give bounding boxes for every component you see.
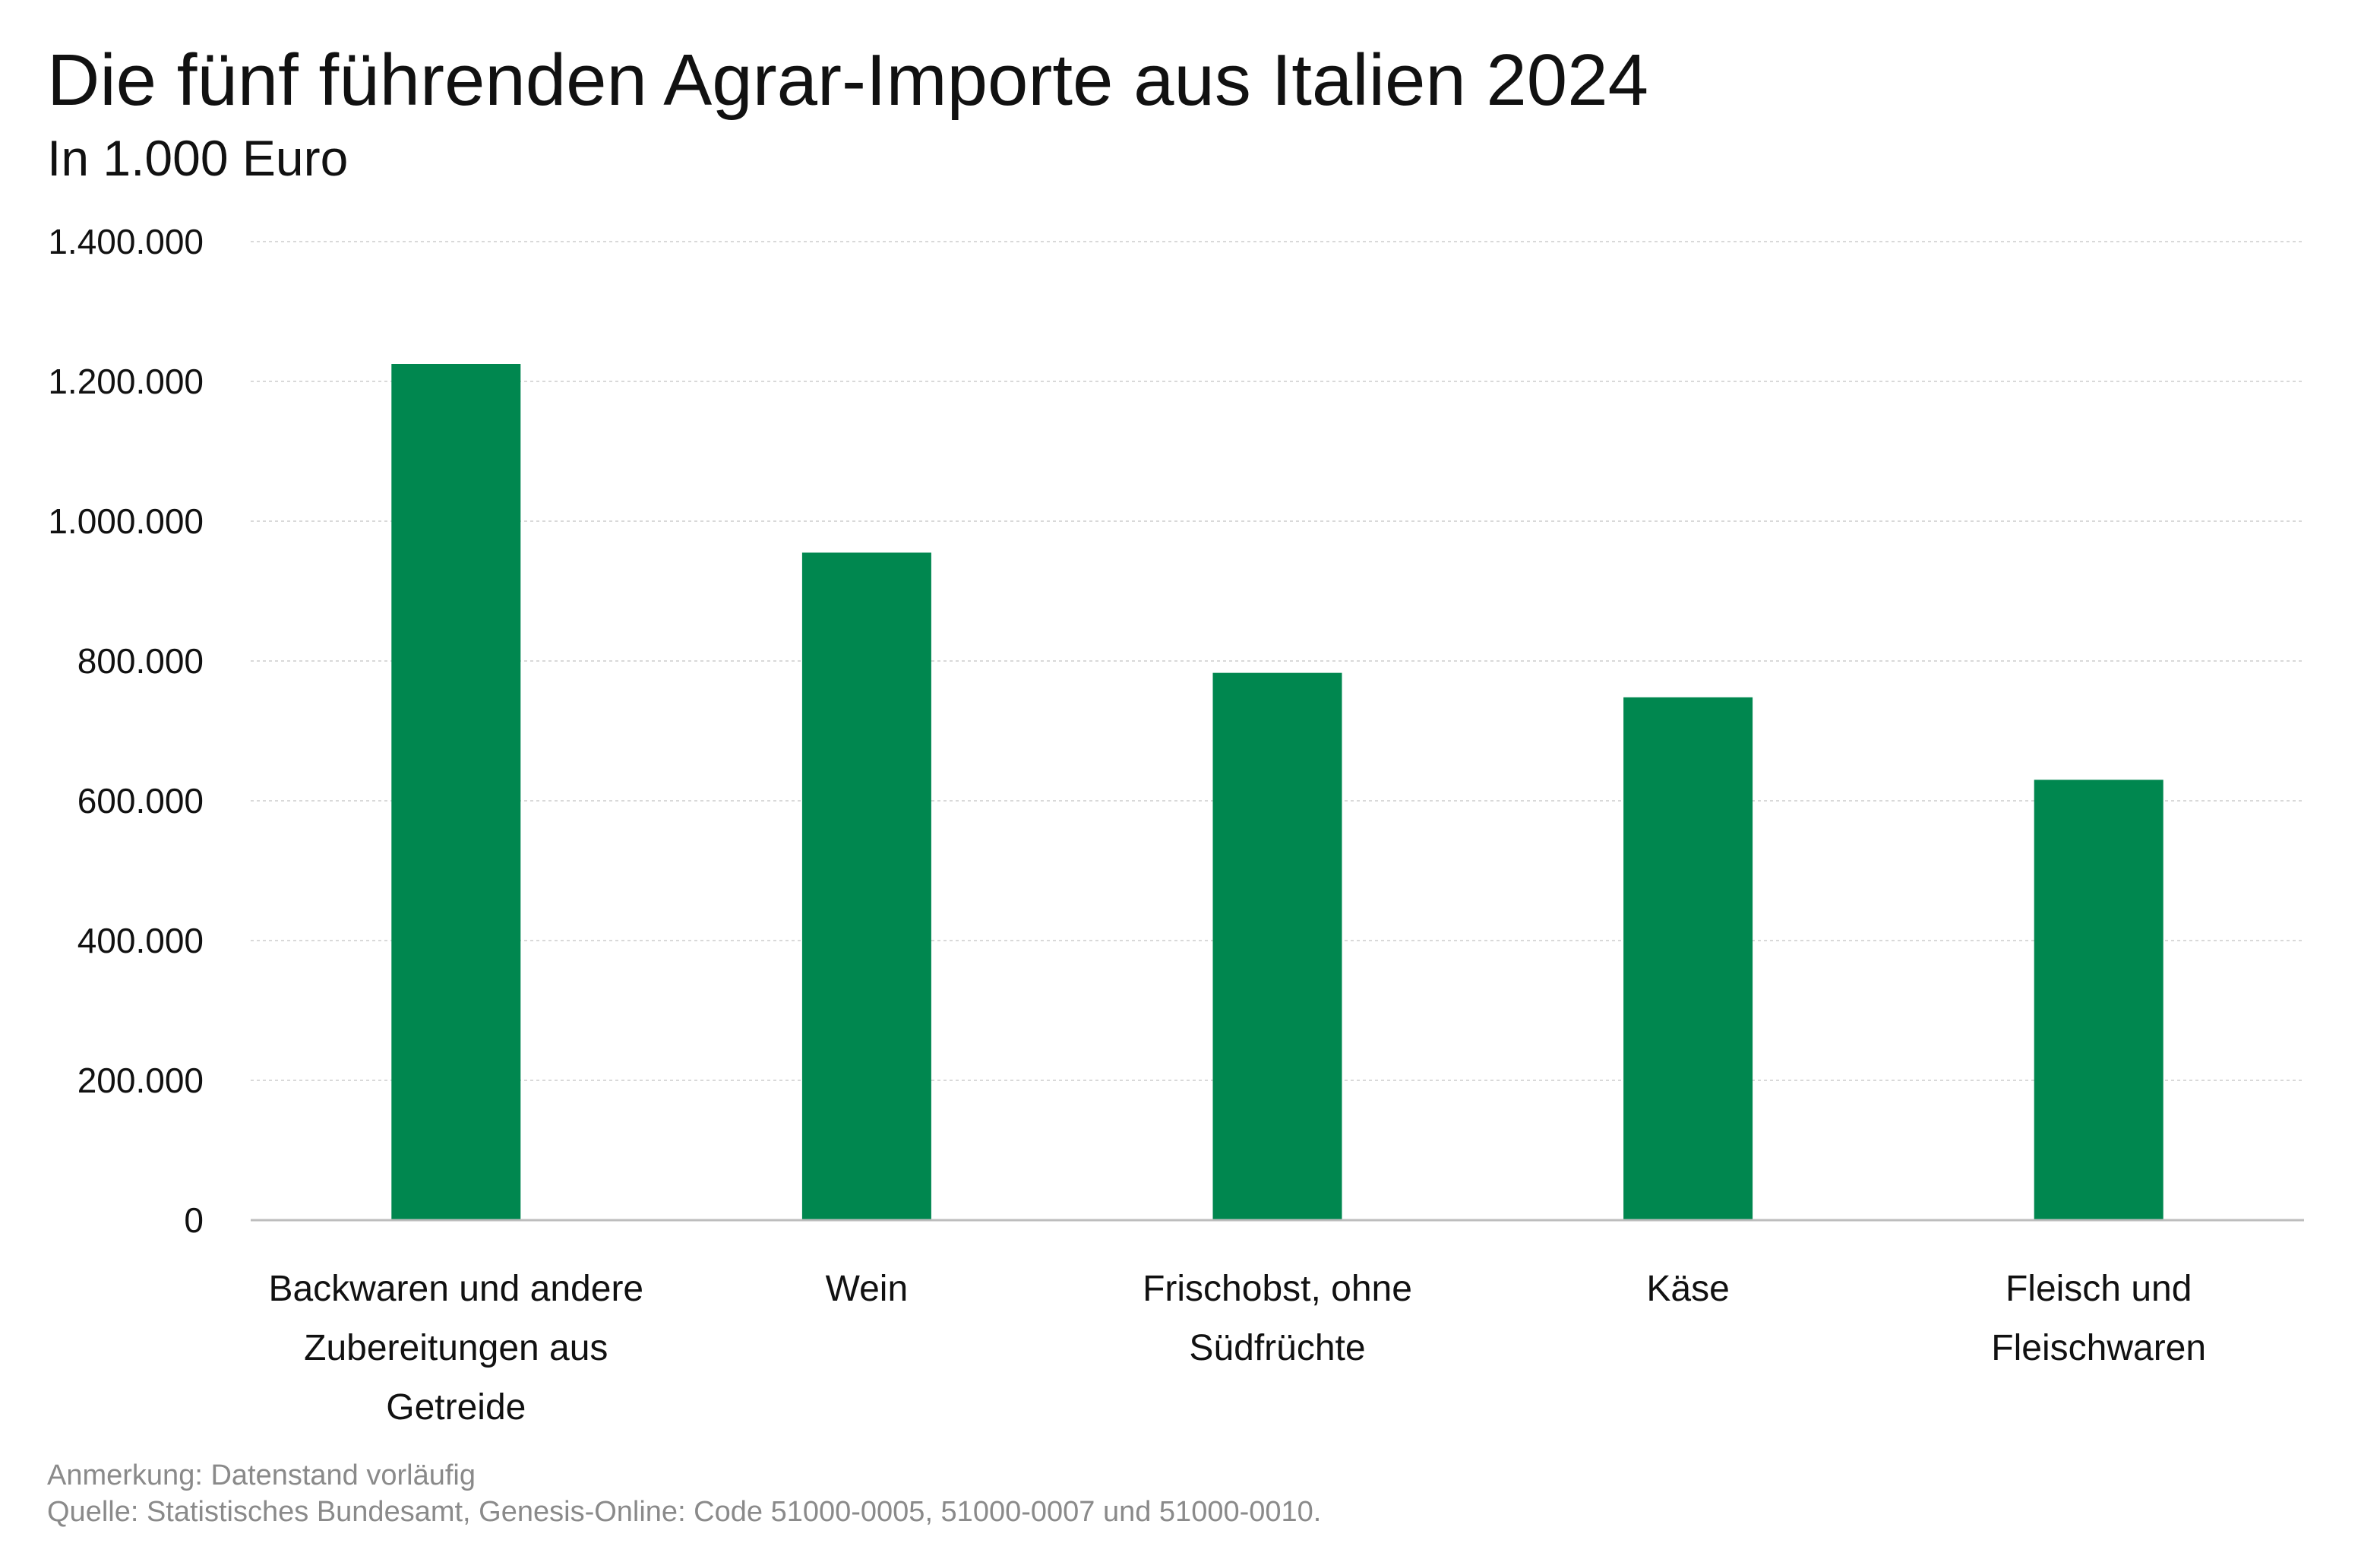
- y-tick-label: 1.000.000: [48, 501, 204, 541]
- y-tick-label: 800.000: [77, 641, 204, 681]
- bar: [391, 364, 521, 1220]
- y-tick-label: 1.400.000: [48, 222, 204, 261]
- chart-source: Quelle: Statistisches Bundesamt, Genesis…: [47, 1496, 1322, 1528]
- bar: [801, 552, 931, 1220]
- x-tick-label: Backwaren und andere Zubereitungen aus Get…: [268, 1269, 643, 1428]
- chart-note: Anmerkung: Datenstand vorläufig: [47, 1459, 476, 1491]
- x-tick-label: Frischobst, ohne Südfrüchte: [1143, 1269, 1412, 1368]
- y-tick-label: 0: [184, 1200, 204, 1240]
- y-tick-label: 600.000: [77, 781, 204, 821]
- x-tick-label: Käse: [1646, 1269, 1729, 1309]
- y-tick-label: 200.000: [77, 1061, 204, 1100]
- y-tick-label: 400.000: [77, 921, 204, 960]
- bar: [1623, 697, 1753, 1220]
- y-tick-label: 1.200.000: [48, 362, 204, 401]
- x-tick-label: Wein: [826, 1269, 909, 1309]
- bar: [1212, 672, 1342, 1220]
- chart-subtitle: In 1.000 Euro: [47, 130, 349, 186]
- chart-title: Die fünf führenden Agrar-Importe aus Ita…: [47, 40, 1648, 121]
- x-tick-label: Fleisch und Fleischwaren: [1991, 1269, 2206, 1368]
- bar: [2034, 780, 2163, 1220]
